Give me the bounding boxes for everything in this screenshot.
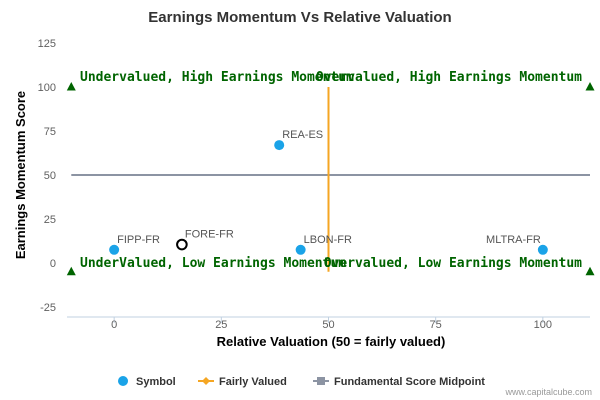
data-point-label: FIPP-FR	[117, 234, 160, 246]
data-point	[295, 244, 306, 255]
data-point-label: REA-ES	[282, 129, 323, 141]
x-axis-ticks: 0 25 50 75 100	[111, 317, 552, 331]
x-tick-label: 100	[534, 319, 552, 331]
x-tick-label: 0	[111, 319, 117, 331]
legend-symbol-icon	[118, 376, 128, 386]
x-tick-label: 75	[430, 319, 442, 331]
legend-midpoint-label: Fundamental Score Midpoint	[334, 376, 485, 388]
quadrant-label-top-right: Overvalued, High Earnings Momentum	[316, 70, 582, 85]
quadrant-label-bottom-right: Overvalued, Low Earnings Momentum	[324, 256, 582, 271]
corner-marker	[585, 266, 595, 276]
legend-fairly-valued-icon	[202, 377, 210, 385]
data-point-label: FORE-FR	[185, 229, 234, 241]
y-tick-label: 0	[50, 258, 56, 270]
y-tick-label: -25	[40, 302, 56, 314]
y-axis-title: Earnings Momentum Score	[13, 91, 28, 259]
corner-marker	[66, 82, 76, 91]
chart-title: Earnings Momentum Vs Relative Valuation	[148, 9, 451, 26]
legend-symbol-label: Symbol	[136, 376, 176, 388]
data-point	[109, 244, 120, 255]
data-point	[274, 140, 285, 151]
corner-marker	[585, 82, 595, 91]
legend-midpoint-icon	[317, 377, 325, 385]
y-tick-label: 25	[44, 214, 56, 226]
corner-marker	[66, 266, 76, 276]
y-axis-ticks: -25 0 25 50 75 100 125	[38, 38, 56, 314]
x-tick-label: 25	[215, 319, 227, 331]
data-point-label: MLTRA-FR	[486, 234, 541, 246]
x-tick-label: 50	[322, 319, 334, 331]
legend-fairly-valued-label: Fairly Valued	[219, 376, 287, 388]
data-point	[176, 238, 188, 251]
data-points: REA-ES FIPP-FR FORE-FR LBON-FR MLTRA-FR	[109, 129, 548, 255]
y-tick-label: 100	[38, 82, 56, 94]
reference-lines	[71, 87, 590, 272]
data-point	[537, 244, 548, 255]
y-tick-label: 125	[38, 38, 56, 50]
corner-markers	[66, 82, 595, 276]
data-point-label: LBON-FR	[304, 234, 352, 246]
x-axis-title: Relative Valuation (50 = fairly valued)	[217, 334, 446, 349]
quadrant-label-bottom-left: UnderValued, Low Earnings Momentum	[80, 256, 346, 271]
quadrant-label-top-left: Undervalued, High Earnings Momentum	[80, 70, 354, 85]
y-tick-label: 50	[44, 170, 56, 182]
legend: Symbol Fairly Valued Fundamental Score Mid…	[118, 376, 485, 388]
y-tick-label: 75	[44, 126, 56, 138]
quadrant-labels: Undervalued, High Earnings Momentum Over…	[80, 70, 582, 271]
credit-text: www.capitalcube.com	[504, 387, 592, 397]
